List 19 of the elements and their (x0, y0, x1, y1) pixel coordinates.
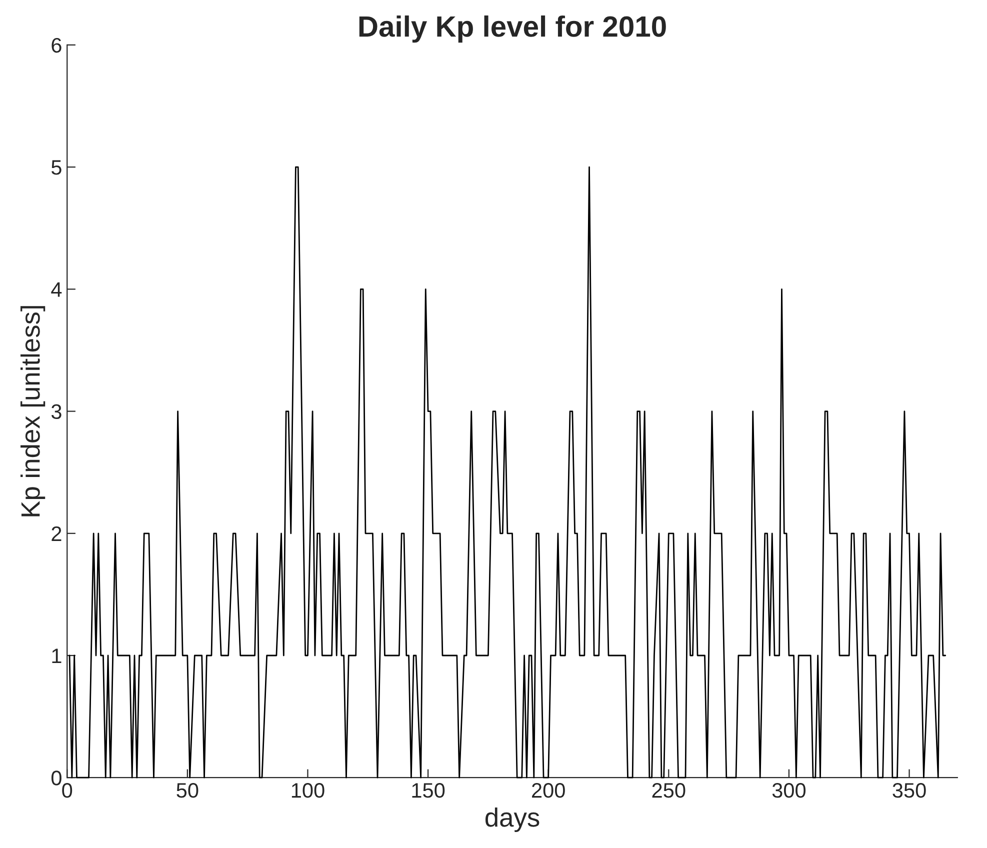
x-tick-label: 250 (652, 783, 686, 798)
y-tick-label: 0 (51, 770, 62, 786)
x-tick-label: 0 (62, 783, 72, 798)
y-axis-title: Kp index [unitless] (20, 306, 46, 516)
y-tick-label: 3 (51, 404, 62, 420)
y-tick-label: 4 (51, 282, 62, 297)
x-tick-label: 200 (532, 783, 565, 798)
x-tick-label: 100 (292, 783, 324, 798)
x-axis-title: days (485, 807, 540, 832)
chart-title: Daily Kp level for 2010 (359, 15, 666, 43)
y-tick-label: 2 (52, 526, 62, 541)
y-tick-label: 1 (52, 648, 62, 664)
y-tick-label: 5 (52, 160, 62, 175)
y-tick-label: 6 (52, 38, 62, 53)
x-tick-label: 300 (772, 783, 806, 798)
x-tick-label: 50 (176, 783, 198, 798)
x-tick-label: 150 (412, 783, 445, 798)
line-series (68, 166, 946, 778)
x-tick-label: 350 (892, 783, 926, 798)
